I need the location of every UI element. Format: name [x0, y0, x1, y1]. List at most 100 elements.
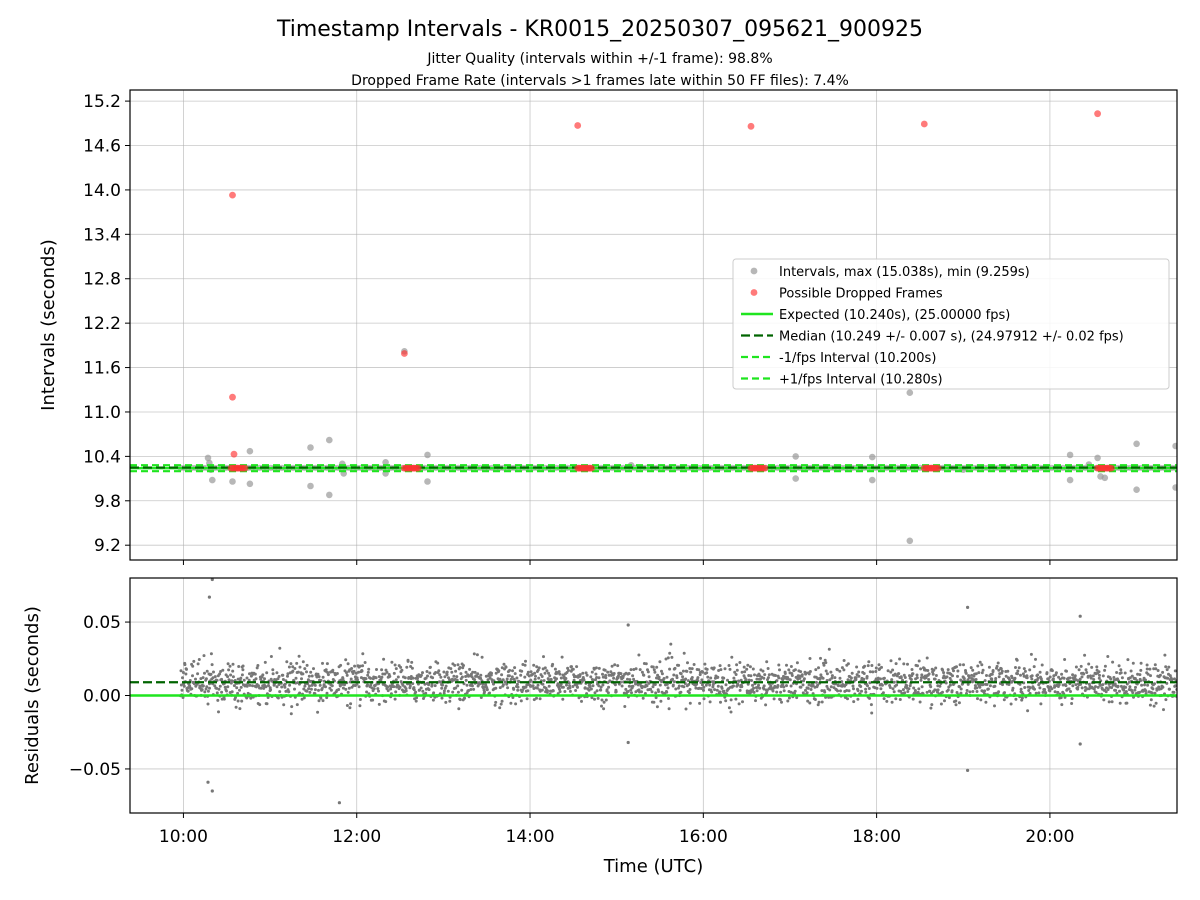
- residual-point: [947, 696, 951, 700]
- residual-point: [1010, 676, 1014, 680]
- residual-point: [795, 696, 799, 700]
- residual-point: [403, 676, 407, 680]
- residual-point: [789, 665, 793, 668]
- residual-point: [210, 663, 214, 667]
- residual-point: [747, 678, 751, 682]
- residual-point: [534, 674, 537, 678]
- residual-point: [1155, 688, 1159, 692]
- residual-point: [934, 666, 938, 670]
- residual-point: [660, 672, 664, 676]
- residual-point: [209, 652, 213, 656]
- residual-point: [955, 691, 959, 694]
- residual-point: [985, 674, 988, 677]
- residual-point: [1070, 697, 1074, 701]
- residual-point: [485, 688, 489, 691]
- residual-point: [750, 679, 753, 682]
- interval-point: [792, 475, 799, 482]
- residual-point: [345, 704, 349, 707]
- residual-point: [643, 692, 647, 695]
- residual-point: [645, 684, 649, 688]
- residual-point: [568, 689, 572, 693]
- residual-point: [827, 647, 831, 651]
- residual-point: [920, 685, 924, 689]
- residual-point: [825, 684, 829, 688]
- residual-point: [472, 652, 476, 656]
- residual-point: [735, 668, 739, 672]
- residual-point: [855, 665, 859, 669]
- residual-point: [1038, 686, 1042, 690]
- residual-point: [698, 673, 702, 677]
- residual-point: [375, 668, 378, 671]
- residual-point: [687, 691, 691, 695]
- interval-point: [1094, 454, 1101, 462]
- residual-point: [505, 677, 509, 681]
- residual-point: [789, 690, 793, 694]
- residual-point: [229, 673, 233, 677]
- interval-point: [869, 453, 876, 461]
- residual-point: [1116, 684, 1120, 688]
- residual-point: [966, 682, 970, 686]
- residual-point: [184, 672, 188, 676]
- residual-point: [574, 689, 578, 692]
- residual-point: [915, 676, 919, 680]
- residual-point: [494, 686, 498, 690]
- residuals-xtick-label: 20:00: [1025, 827, 1074, 847]
- residual-point: [852, 687, 855, 691]
- residual-point: [555, 677, 558, 681]
- residual-point: [473, 678, 477, 682]
- residual-point: [902, 662, 906, 666]
- residual-point: [863, 664, 867, 668]
- residual-point: [985, 683, 989, 686]
- residual-point: [1036, 676, 1040, 680]
- residual-point: [814, 668, 818, 672]
- residual-outlier-point: [1078, 614, 1082, 618]
- residual-point: [614, 690, 618, 694]
- residual-point: [1150, 691, 1154, 695]
- residual-point: [857, 674, 861, 678]
- residual-point: [958, 685, 962, 689]
- residual-point: [1004, 674, 1008, 678]
- residual-point: [891, 668, 895, 672]
- residual-point: [868, 681, 872, 685]
- residual-outlier-point: [210, 578, 214, 582]
- residual-point: [208, 686, 211, 690]
- residual-point: [588, 685, 592, 689]
- residual-outlier-point: [206, 780, 210, 784]
- residual-point: [516, 685, 520, 689]
- residual-point: [558, 690, 562, 694]
- residual-point: [265, 671, 269, 675]
- residual-point: [608, 679, 612, 683]
- residual-point: [994, 677, 998, 680]
- residual-point: [1165, 681, 1169, 685]
- residual-point: [393, 663, 397, 667]
- residual-point: [1124, 690, 1128, 694]
- residual-point: [879, 687, 883, 691]
- residual-point: [519, 699, 523, 703]
- residual-point: [463, 696, 467, 700]
- residual-point: [1062, 676, 1066, 680]
- residual-point: [809, 688, 813, 691]
- residual-point: [405, 665, 409, 669]
- residual-point: [599, 685, 603, 689]
- residual-point: [901, 688, 905, 692]
- residual-point: [948, 676, 952, 680]
- residual-point: [316, 672, 320, 676]
- residual-point: [185, 667, 188, 671]
- residual-point: [805, 691, 809, 695]
- residual-point: [905, 684, 909, 688]
- residual-point: [1065, 669, 1068, 673]
- residual-point: [641, 696, 645, 700]
- intervals-frame: [129, 89, 1178, 561]
- residual-point: [945, 675, 949, 679]
- residual-point: [682, 685, 686, 689]
- residual-point: [452, 674, 456, 678]
- residual-point: [398, 685, 402, 689]
- intervals-ytick-label: 9.8: [94, 492, 121, 512]
- residual-point: [997, 668, 1001, 672]
- residual-point: [1043, 688, 1047, 691]
- residual-point: [465, 683, 469, 687]
- residual-point: [894, 662, 898, 666]
- residual-point: [236, 699, 240, 703]
- residual-point: [456, 690, 460, 694]
- residual-point: [502, 662, 506, 666]
